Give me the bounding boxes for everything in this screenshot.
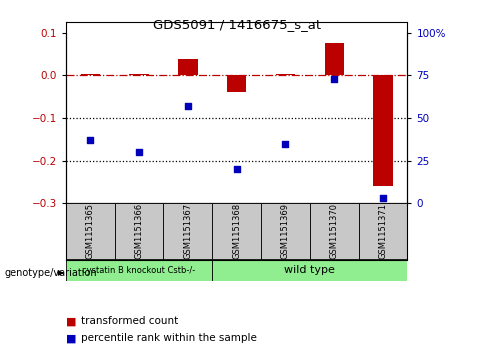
Title: GDS5091 / 1416675_s_at: GDS5091 / 1416675_s_at bbox=[153, 19, 321, 32]
Bar bbox=[359, 203, 407, 260]
Point bbox=[135, 149, 143, 155]
Point bbox=[379, 195, 387, 201]
Bar bbox=[212, 259, 407, 281]
Text: GSM1151369: GSM1151369 bbox=[281, 203, 290, 260]
Text: GSM1151370: GSM1151370 bbox=[330, 203, 339, 260]
Bar bbox=[212, 203, 261, 260]
Bar bbox=[66, 203, 115, 260]
Text: wild type: wild type bbox=[285, 265, 335, 275]
Text: genotype/variation: genotype/variation bbox=[5, 268, 98, 278]
Bar bbox=[178, 59, 198, 75]
Bar bbox=[310, 203, 359, 260]
Bar bbox=[129, 74, 149, 75]
Point bbox=[86, 137, 94, 143]
Text: GSM1151366: GSM1151366 bbox=[135, 203, 143, 260]
Bar bbox=[261, 203, 310, 260]
Text: percentile rank within the sample: percentile rank within the sample bbox=[81, 333, 256, 343]
Text: GSM1151368: GSM1151368 bbox=[232, 203, 241, 260]
Bar bbox=[325, 43, 344, 75]
Bar bbox=[276, 74, 295, 75]
Text: transformed count: transformed count bbox=[81, 316, 178, 326]
Bar bbox=[115, 203, 163, 260]
Point bbox=[330, 76, 338, 82]
Bar bbox=[227, 75, 246, 91]
Bar bbox=[163, 203, 212, 260]
Text: GSM1151367: GSM1151367 bbox=[183, 203, 192, 260]
Text: ■: ■ bbox=[66, 316, 77, 326]
Point bbox=[282, 140, 289, 146]
Text: cystatin B knockout Cstb-/-: cystatin B knockout Cstb-/- bbox=[82, 266, 196, 274]
Bar bbox=[66, 259, 212, 281]
Point bbox=[184, 103, 192, 109]
Text: GSM1151371: GSM1151371 bbox=[379, 203, 387, 260]
Point bbox=[233, 166, 241, 172]
Text: GSM1151365: GSM1151365 bbox=[86, 203, 95, 260]
Bar bbox=[373, 75, 393, 186]
Text: ■: ■ bbox=[66, 333, 77, 343]
Bar bbox=[81, 74, 100, 75]
